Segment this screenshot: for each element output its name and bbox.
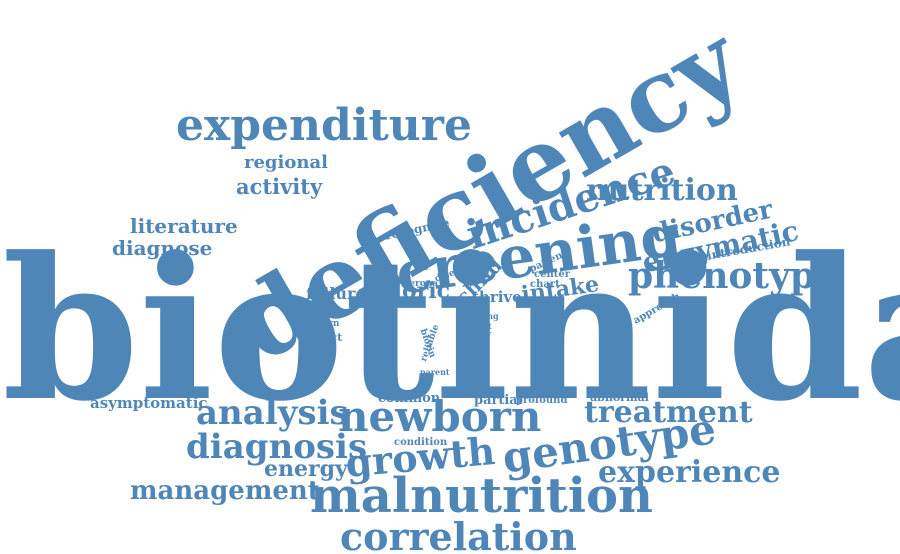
word-caloric: caloric	[366, 278, 451, 304]
word-partial: partial	[474, 393, 523, 408]
word-verona: verona	[404, 279, 439, 289]
word-abnormal: abnormal	[590, 391, 649, 404]
word-biotinidase: biotinidase	[2, 215, 900, 445]
word-pattern: pattern	[302, 319, 340, 329]
word-phenotype: phenotype	[628, 255, 839, 297]
word-malnutrition: malnutrition	[310, 468, 653, 524]
word-correlation: correlation	[340, 514, 577, 554]
word-failure: failure	[306, 284, 366, 303]
word-regional: regional	[244, 152, 328, 173]
word-common: common	[378, 391, 441, 406]
word-diagnose: diagnose	[112, 236, 213, 260]
word-treat: treat	[470, 321, 492, 331]
word-lack: lack	[472, 336, 489, 345]
word-defect: defect	[304, 331, 343, 344]
word-diagnosis: diagnosis	[186, 427, 368, 467]
word-nutrition: nutrition	[586, 173, 738, 208]
word-sibling: sibling	[468, 311, 499, 321]
word-newborn: newborn	[338, 392, 542, 441]
word-analysis: analysis	[196, 393, 349, 433]
word-experience: experience	[598, 455, 781, 490]
word-center: center	[534, 269, 570, 280]
word-study: study	[470, 329, 492, 338]
word-asymptomatic: asymptomatic	[90, 394, 208, 412]
word-chart: chart	[530, 279, 560, 290]
word-energy: energy	[264, 456, 348, 482]
word-treatment: treatment	[584, 395, 753, 430]
word-expenditure: expenditure	[176, 100, 472, 151]
word-condition: condition	[394, 437, 448, 448]
word-thrive: thrive	[472, 288, 522, 306]
word-management: management	[130, 476, 320, 506]
word-literature: literature	[130, 214, 238, 238]
word-parent: parent	[420, 367, 450, 377]
word-profound: profound	[516, 395, 568, 406]
word-activity: activity	[236, 174, 323, 199]
